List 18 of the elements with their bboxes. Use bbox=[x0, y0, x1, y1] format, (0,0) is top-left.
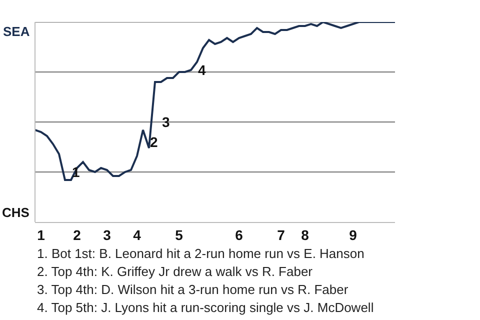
x-tick-label: 2 bbox=[73, 226, 82, 243]
annotation: 4 bbox=[198, 62, 206, 78]
annotation: 3 bbox=[162, 114, 170, 130]
text: 2. Top 4th: K. Griffey Jr drew a walk vs R. Faber bbox=[37, 264, 314, 279]
text: 3. Top 4th: D. Wilson hit a 3-run home run vs R. Faber bbox=[37, 282, 349, 297]
x-tick-label: 1 bbox=[37, 226, 46, 243]
x-tick-label: 4 bbox=[133, 226, 142, 243]
x-tick-label: 6 bbox=[235, 226, 244, 243]
text: CHS bbox=[2, 205, 30, 220]
annotation: 2 bbox=[150, 134, 158, 150]
text: 4. Top 5th: J. Lyons hit a run-scoring single vs J. McDowell bbox=[37, 300, 374, 315]
x-tick-label: 7 bbox=[277, 226, 286, 243]
x-tick-label: 9 bbox=[349, 226, 358, 243]
text: SEA bbox=[3, 24, 30, 39]
x-tick-label: 3 bbox=[103, 226, 112, 243]
text: 1. Bot 1st: B. Leonard hit a 2-run home run vs E. Hanson bbox=[37, 246, 364, 261]
x-tick-label: 5 bbox=[175, 226, 184, 243]
x-tick-label: 8 bbox=[301, 226, 310, 243]
